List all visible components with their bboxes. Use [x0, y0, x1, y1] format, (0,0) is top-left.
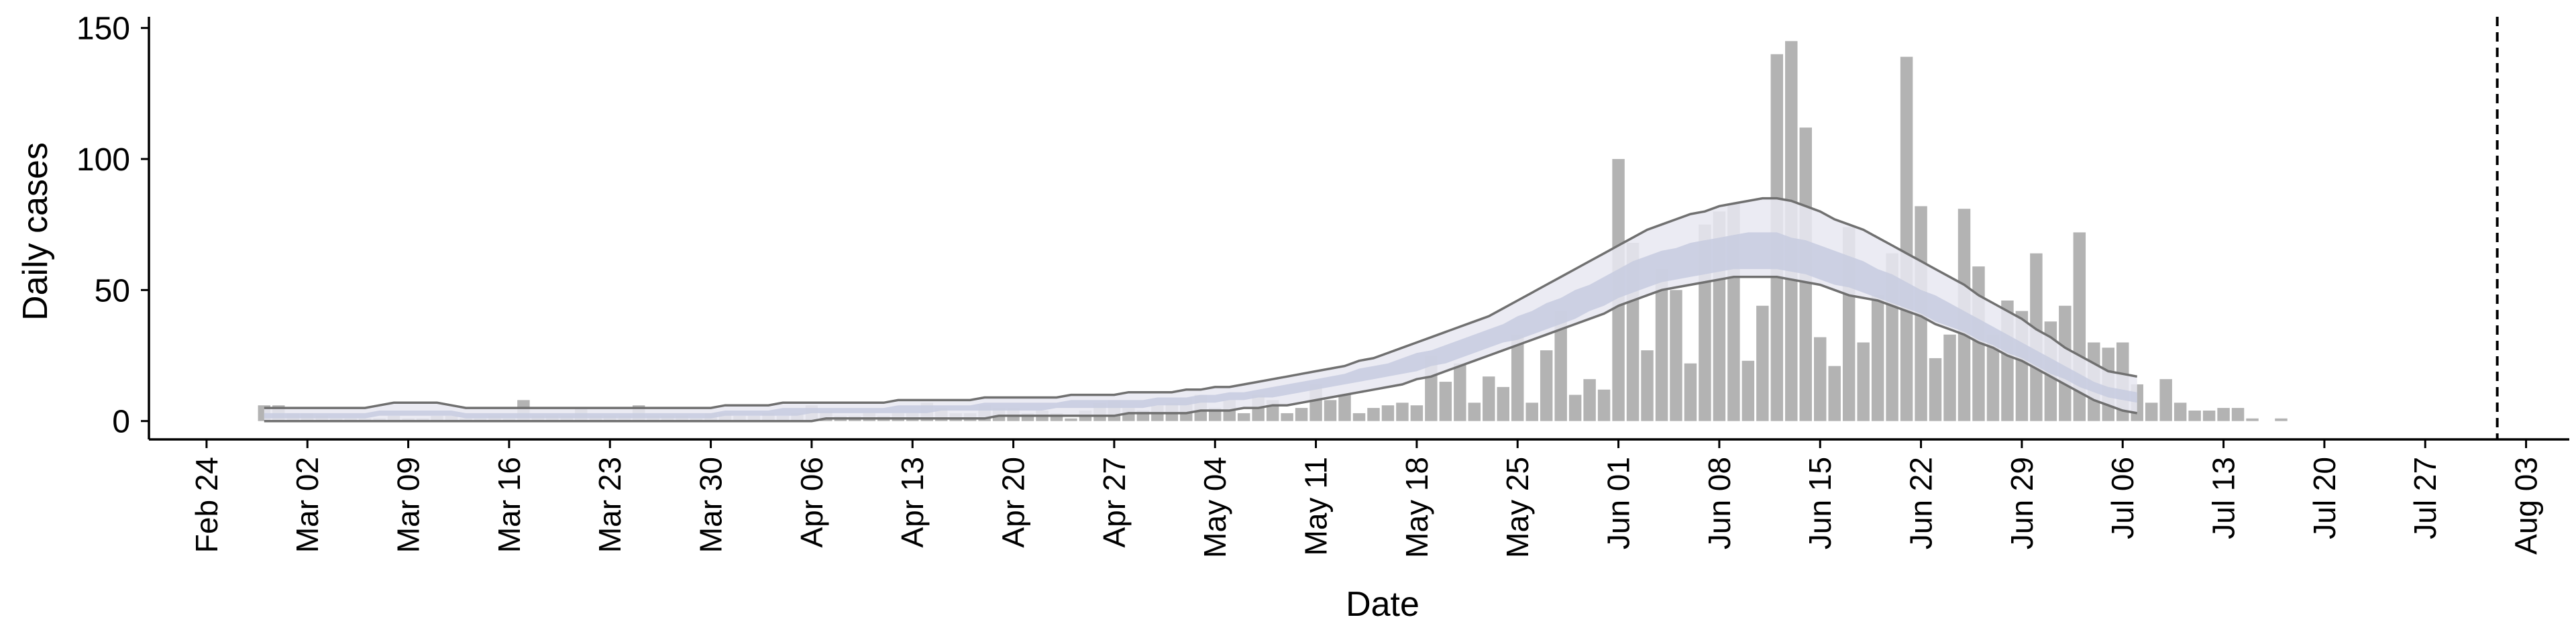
y-tick-label: 50 [95, 273, 130, 309]
case-bar [1641, 350, 1654, 421]
case-bar [1900, 56, 1913, 421]
case-bar [1857, 342, 1870, 421]
case-bar [2202, 411, 2216, 421]
case-bar [1497, 386, 1509, 421]
case-bar [1828, 366, 1841, 421]
x-tick-label: May 25 [1500, 457, 1535, 558]
case-bar [2159, 379, 2172, 421]
x-axis-label: Date [1346, 585, 1419, 624]
case-bar [1684, 363, 1697, 421]
ticks: 0 50 100 150 Feb 24 Mar 02 Mar 09 Mar 16 Mar 23 M… [76, 11, 2544, 558]
y-axis-label: Daily cases [16, 142, 55, 321]
case-bar [1237, 413, 1250, 421]
case-bar [1367, 408, 1380, 421]
case-bar [1381, 405, 1395, 421]
x-tick-label: Mar 02 [290, 457, 325, 553]
case-bar [2275, 418, 2288, 421]
x-tick-label: Mar 30 [694, 457, 729, 553]
axes [148, 17, 2569, 441]
x-tick-label: May 18 [1399, 457, 1434, 558]
case-bar [1511, 334, 1524, 421]
case-bar [1352, 413, 1366, 421]
case-bar [1540, 350, 1553, 421]
x-tick-label: Jun 15 [1803, 457, 1837, 549]
case-bar [1454, 363, 1466, 421]
case-bar [1929, 358, 1942, 421]
case-bar [1050, 413, 1063, 421]
case-bar [2188, 411, 2201, 421]
x-tick-label: May 04 [1197, 457, 1232, 558]
x-tick-label: Apr 20 [996, 457, 1031, 548]
case-bar [1525, 402, 1538, 421]
case-bar [2231, 408, 2245, 421]
x-tick-label: Jun 29 [2004, 457, 2039, 549]
x-tick-label: Mar 23 [592, 457, 627, 553]
x-tick-label: Jun 22 [1904, 457, 1939, 549]
case-bar [2145, 402, 2158, 421]
case-bar [1338, 394, 1351, 421]
x-tick-label: Jun 08 [1702, 457, 1737, 549]
x-tick-label: Aug 03 [2509, 457, 2544, 555]
y-tick-label: 0 [112, 405, 130, 440]
case-bar [1943, 334, 1956, 421]
y-tick-label: 100 [76, 142, 130, 178]
case-bar [1324, 400, 1337, 421]
upper-bound-line [264, 197, 2138, 409]
y-tick-label: 150 [76, 11, 130, 47]
case-bar [1065, 418, 1077, 421]
x-tick-label: Apr 27 [1097, 457, 1132, 548]
case-bar [1986, 334, 2000, 421]
case-bar [2217, 408, 2230, 421]
case-bar [1670, 290, 1682, 421]
x-tick-label: Jul 27 [2408, 457, 2443, 539]
case-bar [1741, 360, 1755, 421]
x-tick-label: Mar 16 [492, 457, 527, 553]
case-bar [2246, 418, 2259, 421]
case-bar [1396, 402, 1409, 421]
case-bar [1554, 311, 1567, 421]
case-bar [1655, 269, 1668, 421]
case-bar [2174, 402, 2187, 421]
x-tick-label: Jul 13 [2206, 457, 2241, 539]
x-tick-label: Jul 20 [2307, 457, 2342, 539]
x-tick-label: Apr 13 [895, 457, 930, 548]
x-tick-label: May 11 [1299, 457, 1334, 555]
lower-bound-line [264, 276, 2138, 423]
inner-credible-band [264, 232, 2137, 419]
x-tick-label: Jul 06 [2105, 457, 2140, 539]
case-bar [1871, 295, 1884, 421]
case-bar [1483, 376, 1495, 421]
case-bar [1410, 405, 1424, 421]
forecast-band [264, 197, 2138, 423]
case-bar [1583, 379, 1596, 421]
case-bar [1597, 389, 1611, 421]
case-bar [1468, 402, 1481, 421]
case-bar [1568, 394, 1582, 421]
case-bars [258, 41, 2288, 421]
x-tick-label: Mar 09 [391, 457, 426, 553]
x-tick-label: Apr 06 [794, 457, 829, 548]
case-bar [1814, 337, 1827, 421]
outer-credible-band [264, 198, 2137, 421]
case-bar [1756, 305, 1769, 421]
case-bar [1439, 382, 1452, 421]
x-tick-label: Jun 01 [1601, 457, 1636, 549]
x-tick-label: Feb 24 [189, 457, 224, 553]
case-bar [1021, 413, 1034, 421]
case-bar [1281, 413, 1293, 421]
case-bar [1295, 408, 1308, 421]
